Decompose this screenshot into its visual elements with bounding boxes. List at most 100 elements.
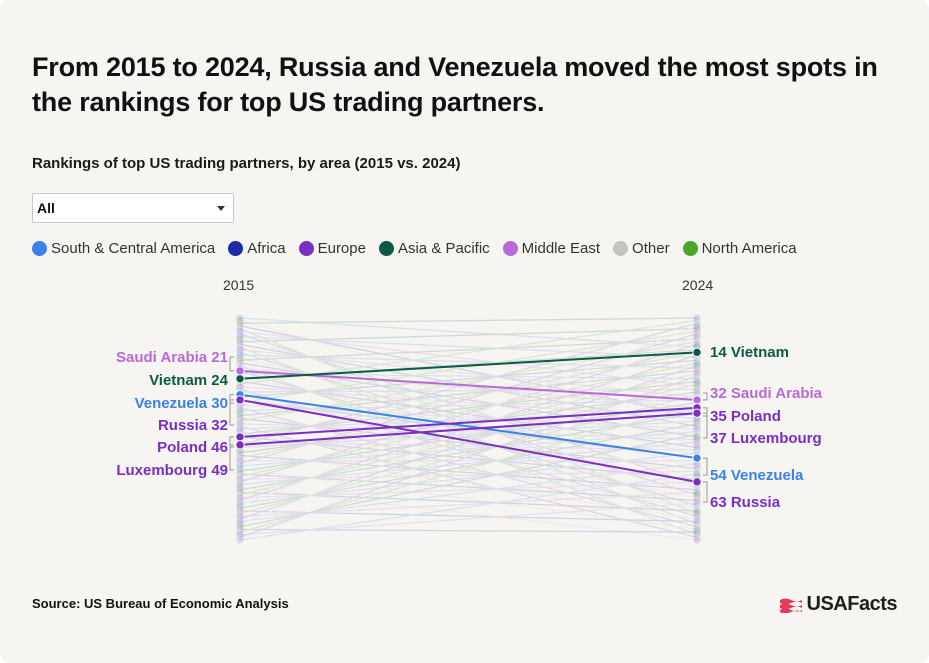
background-line bbox=[239, 481, 698, 499]
background-dot bbox=[236, 494, 244, 502]
background-dot bbox=[693, 322, 701, 330]
legend-label: Asia & Pacific bbox=[397, 240, 490, 257]
background-dot bbox=[236, 317, 244, 325]
background-dot bbox=[236, 502, 244, 510]
background-dot bbox=[236, 528, 244, 536]
background-dot bbox=[693, 523, 701, 531]
series-venezuela: Venezuela 30 54 Venezuela bbox=[135, 389, 804, 484]
series-line bbox=[239, 351, 698, 380]
background-line bbox=[239, 333, 698, 464]
chart-subtitle: Rankings of top US trading partners, by … bbox=[32, 155, 461, 172]
background-dot bbox=[236, 531, 244, 539]
background-line bbox=[239, 388, 698, 517]
legend-swatch bbox=[502, 241, 518, 256]
series-saudi-arabia: Saudi Arabia 21 32 Saudi Arabia bbox=[116, 349, 823, 405]
background-dot bbox=[236, 359, 244, 367]
series-line bbox=[239, 393, 698, 460]
background-dot bbox=[693, 509, 701, 518]
background-line bbox=[239, 364, 698, 520]
background-dot bbox=[236, 507, 244, 515]
background-line bbox=[239, 359, 698, 398]
background-dot bbox=[693, 462, 701, 470]
legend-item-middle-east[interactable]: Middle East bbox=[502, 240, 600, 257]
background-line bbox=[239, 327, 698, 343]
background-line bbox=[239, 330, 698, 404]
background-dot bbox=[236, 383, 244, 391]
background-line bbox=[239, 338, 698, 361]
background-dot bbox=[693, 446, 701, 454]
background-line bbox=[239, 510, 698, 523]
legend-item-other[interactable]: Other bbox=[613, 240, 670, 257]
background-line bbox=[239, 423, 698, 441]
background-dot bbox=[236, 523, 244, 531]
background-dot bbox=[236, 351, 244, 359]
point-2015 bbox=[235, 366, 245, 376]
background-line bbox=[239, 383, 698, 496]
background-line bbox=[239, 394, 698, 515]
background-dot bbox=[693, 332, 701, 341]
area-filter-value: All bbox=[37, 200, 55, 216]
label-connector bbox=[703, 392, 708, 401]
series-line bbox=[239, 398, 698, 483]
legend-label: Other bbox=[632, 240, 670, 257]
background-dot bbox=[693, 377, 701, 386]
legend-swatch bbox=[228, 241, 244, 256]
background-dot bbox=[693, 488, 701, 497]
point-2015 bbox=[235, 374, 245, 384]
background-dot bbox=[236, 491, 244, 499]
background-dot bbox=[236, 520, 244, 528]
background-dot bbox=[693, 367, 701, 375]
point-2015 bbox=[235, 440, 245, 450]
background-line bbox=[239, 462, 698, 523]
background-dot bbox=[236, 536, 244, 544]
year-label-2024: 2024 bbox=[682, 277, 714, 293]
label-2024: 14 Vietnam bbox=[710, 344, 789, 361]
label-connector bbox=[229, 436, 234, 448]
legend-swatch bbox=[32, 241, 47, 256]
legend-label: South & Central America bbox=[51, 240, 216, 257]
background-line bbox=[239, 441, 698, 486]
legend-item-asia-pacific[interactable]: Asia & Pacific bbox=[378, 240, 490, 257]
background-line bbox=[239, 528, 698, 533]
background-line bbox=[239, 343, 698, 483]
label-2024: 54 Venezuela bbox=[710, 467, 804, 484]
label-2015: Vietnam 24 bbox=[149, 372, 229, 389]
background-line bbox=[239, 470, 698, 480]
chevron-down-icon bbox=[217, 206, 225, 211]
label-2015: Russia 32 bbox=[158, 417, 228, 434]
background-dot bbox=[693, 531, 701, 539]
legend-label: North America bbox=[701, 240, 797, 257]
background-dot bbox=[693, 380, 701, 388]
legend-item-south-central-america[interactable]: South & Central America bbox=[32, 240, 215, 257]
background-dot bbox=[693, 319, 701, 327]
background-dot bbox=[693, 515, 701, 523]
background-dot bbox=[236, 496, 244, 504]
label-connector bbox=[703, 412, 708, 439]
background-line bbox=[239, 370, 698, 417]
background-dot bbox=[236, 475, 244, 483]
background-dot bbox=[236, 324, 244, 333]
legend-item-europe[interactable]: Europe bbox=[298, 240, 366, 257]
background-line bbox=[239, 335, 698, 525]
label-2024: 37 Luxembourg bbox=[710, 430, 822, 447]
point-2024 bbox=[692, 477, 702, 487]
background-dot bbox=[693, 470, 701, 478]
legend-item-north-america[interactable]: North America bbox=[682, 240, 797, 257]
background-dot bbox=[693, 536, 701, 544]
label-connector bbox=[229, 399, 234, 426]
background-dot bbox=[236, 533, 244, 541]
background-dot bbox=[236, 488, 244, 497]
background-dot bbox=[236, 335, 244, 343]
legend-label: Europe bbox=[317, 240, 366, 257]
area-filter-select[interactable]: All bbox=[32, 193, 234, 223]
legend-item-africa[interactable]: Africa bbox=[228, 240, 286, 257]
background-line bbox=[239, 412, 698, 499]
background-dot bbox=[693, 517, 701, 526]
background-dot bbox=[236, 404, 244, 412]
background-dot bbox=[236, 340, 244, 349]
background-line bbox=[239, 449, 698, 520]
label-2024: 63 Russia bbox=[710, 494, 781, 511]
background-dot bbox=[236, 504, 244, 512]
series-line bbox=[239, 406, 698, 438]
background-line bbox=[239, 317, 698, 348]
